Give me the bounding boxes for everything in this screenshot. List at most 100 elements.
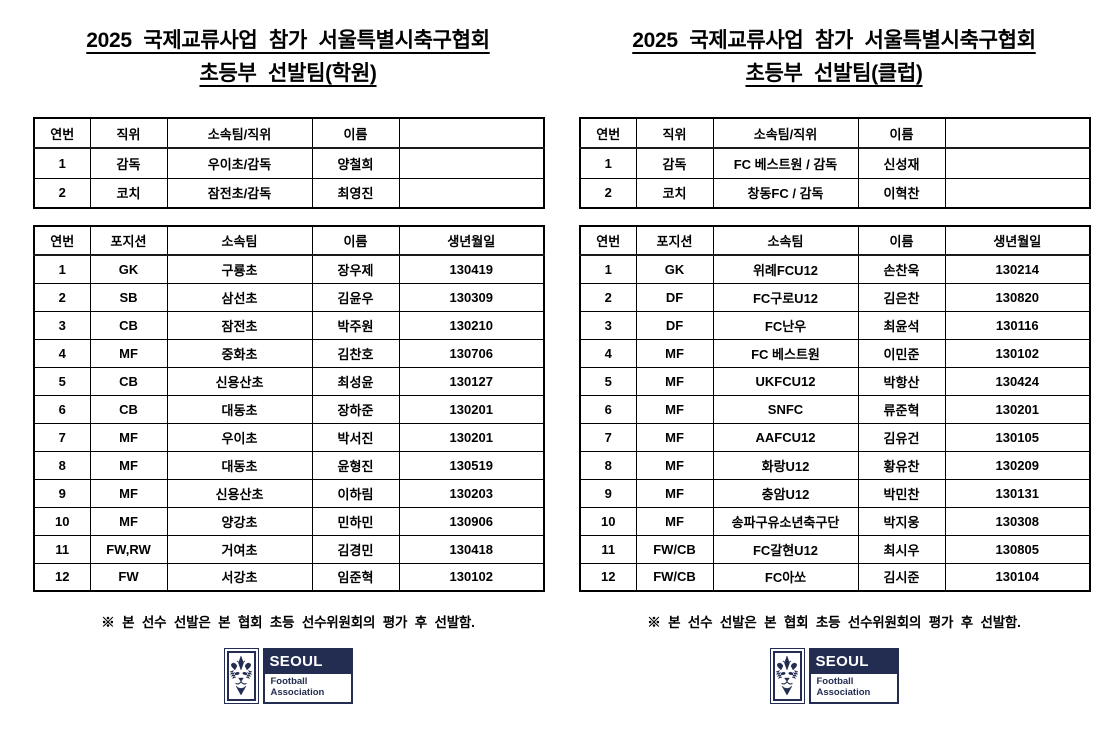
table-cell: 대동초 bbox=[166, 394, 313, 424]
table-cell: 130105 bbox=[944, 422, 1091, 452]
logo-subtitle-line1: Football bbox=[816, 676, 854, 688]
table-cell: 2 bbox=[579, 282, 637, 312]
table-cell: 130805 bbox=[944, 534, 1091, 564]
tiger-emblem-icon bbox=[769, 648, 805, 704]
table-row: 2 DF FC구로U12 김은찬 130820 bbox=[579, 282, 1091, 312]
table-cell: FW,RW bbox=[89, 534, 168, 564]
table-cell: MF bbox=[635, 366, 714, 396]
panel-academy: 2025 국제교류사업 참가 서울특별시축구협회 초등부 선발팀(학원) 연번 직… bbox=[33, 24, 545, 704]
table-cell: 7 bbox=[33, 422, 91, 452]
table-cell: FC 베스트원 bbox=[712, 338, 859, 368]
table-header-cell bbox=[398, 117, 545, 149]
table-cell: FC 베스트원 / 감독 bbox=[712, 147, 859, 179]
table-cell: SB bbox=[89, 282, 168, 312]
table-cell: MF bbox=[635, 338, 714, 368]
table-header-cell: 소속팀/직위 bbox=[712, 117, 859, 149]
table-row: 12 FW 서강초 임준혁 130102 bbox=[33, 562, 545, 592]
table-cell: 1 bbox=[579, 254, 637, 284]
table-cell: 12 bbox=[33, 562, 91, 592]
table-cell: 130116 bbox=[944, 310, 1091, 340]
table-cell: 130424 bbox=[944, 366, 1091, 396]
table-cell bbox=[398, 177, 545, 209]
table-cell: MF bbox=[635, 394, 714, 424]
page-title: 2025 국제교류사업 참가 서울특별시축구협회 초등부 선발팀(학원) bbox=[33, 24, 543, 90]
table-cell: UKFCU12 bbox=[712, 366, 859, 396]
table-header-cell: 소속팀 bbox=[166, 225, 313, 256]
table-header-cell: 직위 bbox=[89, 117, 168, 149]
table-cell: 1 bbox=[33, 254, 91, 284]
table-cell: 7 bbox=[579, 422, 637, 452]
table-row: 11 FW/CB FC갈현U12 최시우 130805 bbox=[579, 534, 1091, 564]
panel-club: 2025 국제교류사업 참가 서울특별시축구협회 초등부 선발팀(클럽) 연번 직… bbox=[579, 24, 1091, 704]
table-cell: 구룡초 bbox=[166, 254, 313, 284]
table-cell: MF bbox=[89, 506, 168, 536]
table-cell: 박민찬 bbox=[857, 478, 946, 508]
table-cell: 임준혁 bbox=[311, 562, 400, 592]
table-cell: 이하림 bbox=[311, 478, 400, 508]
table-cell: FW/CB bbox=[635, 534, 714, 564]
table-cell: 11 bbox=[33, 534, 91, 564]
table-row: 8 MF 화랑U12 황유찬 130209 bbox=[579, 450, 1091, 480]
table-header-cell: 직위 bbox=[635, 117, 714, 149]
tiger-emblem-inner bbox=[772, 651, 802, 701]
table-cell: 130201 bbox=[398, 394, 545, 424]
table-cell: 장우제 bbox=[311, 254, 400, 284]
table-cell: FW bbox=[89, 562, 168, 592]
table-cell: 윤형진 bbox=[311, 450, 400, 480]
table-cell: 화랑U12 bbox=[712, 450, 859, 480]
table-cell: 이민준 bbox=[857, 338, 946, 368]
table-cell: 장하준 bbox=[311, 394, 400, 424]
table-cell: 2 bbox=[33, 282, 91, 312]
table-cell: 8 bbox=[579, 450, 637, 480]
logo-text-block: SEOUL Football Association bbox=[262, 648, 353, 704]
table-cell: 우이초 bbox=[166, 422, 313, 452]
table-cell: 130104 bbox=[944, 562, 1091, 592]
table-cell: 민하민 bbox=[311, 506, 400, 536]
table-cell: 130906 bbox=[398, 506, 545, 536]
table-cell: MF bbox=[635, 422, 714, 452]
table-header-row: 연번 포지션 소속팀 이름 생년월일 bbox=[33, 225, 545, 256]
table-cell: 8 bbox=[33, 450, 91, 480]
table-cell: 코치 bbox=[635, 177, 714, 209]
table-cell: 130210 bbox=[398, 310, 545, 340]
table-cell: 손찬욱 bbox=[857, 254, 946, 284]
table-header-cell: 연번 bbox=[579, 117, 637, 149]
title-line-2: 초등부 선발팀(클럽) bbox=[745, 62, 923, 85]
table-cell: 위례FCU12 bbox=[712, 254, 859, 284]
table-cell: CB bbox=[89, 310, 168, 340]
table-cell: 130214 bbox=[944, 254, 1091, 284]
document-page: 2025 국제교류사업 참가 서울특별시축구협회 초등부 선발팀(학원) 연번 직… bbox=[33, 24, 1091, 704]
table-cell: 4 bbox=[33, 338, 91, 368]
table-cell: MF bbox=[89, 450, 168, 480]
table-cell: 6 bbox=[33, 394, 91, 424]
table-header-cell: 이름 bbox=[311, 117, 400, 149]
table-cell: MF bbox=[89, 338, 168, 368]
table-row: 10 MF 양강초 민하민 130906 bbox=[33, 506, 545, 536]
table-cell: 5 bbox=[33, 366, 91, 396]
table-row: 12 FW/CB FC아쏘 김시준 130104 bbox=[579, 562, 1091, 592]
table-cell: SNFC bbox=[712, 394, 859, 424]
table-cell: MF bbox=[89, 478, 168, 508]
table-cell: 130820 bbox=[944, 282, 1091, 312]
table-cell: 신용산초 bbox=[166, 478, 313, 508]
table-cell: 박주원 bbox=[311, 310, 400, 340]
table-row: 7 MF 우이초 박서진 130201 bbox=[33, 422, 545, 452]
table-header-cell: 소속팀/직위 bbox=[166, 117, 313, 149]
table-cell: 130102 bbox=[398, 562, 545, 592]
table-cell: MF bbox=[635, 450, 714, 480]
table-cell: 최시우 bbox=[857, 534, 946, 564]
logo-subtitle-line2: Association bbox=[270, 687, 325, 698]
table-cell: 130706 bbox=[398, 338, 545, 368]
table-cell: 김시준 bbox=[857, 562, 946, 592]
table-header-row: 연번 직위 소속팀/직위 이름 bbox=[579, 117, 1091, 149]
table-cell: 130102 bbox=[944, 338, 1091, 368]
table-header-cell: 이름 bbox=[857, 225, 946, 256]
table-row: 7 MF AAFCU12 김유건 130105 bbox=[579, 422, 1091, 452]
table-cell: 신성재 bbox=[857, 147, 946, 179]
table-cell: 박서진 bbox=[311, 422, 400, 452]
logo-subtitle-line1: Football bbox=[270, 676, 308, 688]
table-header-cell bbox=[944, 117, 1091, 149]
table-cell: 최성윤 bbox=[311, 366, 400, 396]
table-header-cell: 연번 bbox=[33, 225, 91, 256]
table-header-cell: 생년월일 bbox=[398, 225, 545, 256]
